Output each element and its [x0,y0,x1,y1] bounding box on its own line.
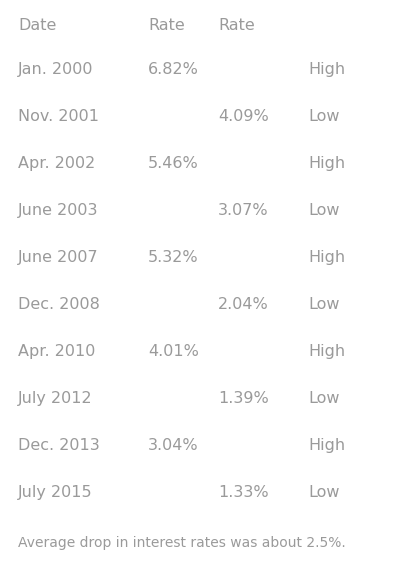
Text: Jan. 2000: Jan. 2000 [18,62,94,77]
Text: Rate: Rate [148,18,185,33]
Text: 3.04%: 3.04% [148,438,198,453]
Text: Dec. 2008: Dec. 2008 [18,297,100,312]
Text: Low: Low [308,485,339,500]
Text: Low: Low [308,297,339,312]
Text: 5.32%: 5.32% [148,250,198,265]
Text: 5.46%: 5.46% [148,156,199,171]
Text: Average drop in interest rates was about 2.5%.: Average drop in interest rates was about… [18,536,346,550]
Text: June 2007: June 2007 [18,250,98,265]
Text: High: High [308,156,345,171]
Text: Low: Low [308,109,339,124]
Text: 4.01%: 4.01% [148,344,199,359]
Text: High: High [308,438,345,453]
Text: 2.04%: 2.04% [218,297,269,312]
Text: Apr. 2010: Apr. 2010 [18,344,95,359]
Text: 3.07%: 3.07% [218,203,269,218]
Text: July 2015: July 2015 [18,485,93,500]
Text: Nov. 2001: Nov. 2001 [18,109,99,124]
Text: Dec. 2013: Dec. 2013 [18,438,100,453]
Text: 6.82%: 6.82% [148,62,199,77]
Text: Low: Low [308,203,339,218]
Text: Apr. 2002: Apr. 2002 [18,156,95,171]
Text: Low: Low [308,391,339,406]
Text: July 2012: July 2012 [18,391,93,406]
Text: 1.39%: 1.39% [218,391,269,406]
Text: High: High [308,250,345,265]
Text: Date: Date [18,18,56,33]
Text: 4.09%: 4.09% [218,109,269,124]
Text: High: High [308,62,345,77]
Text: June 2003: June 2003 [18,203,98,218]
Text: 1.33%: 1.33% [218,485,269,500]
Text: Rate: Rate [218,18,255,33]
Text: High: High [308,344,345,359]
